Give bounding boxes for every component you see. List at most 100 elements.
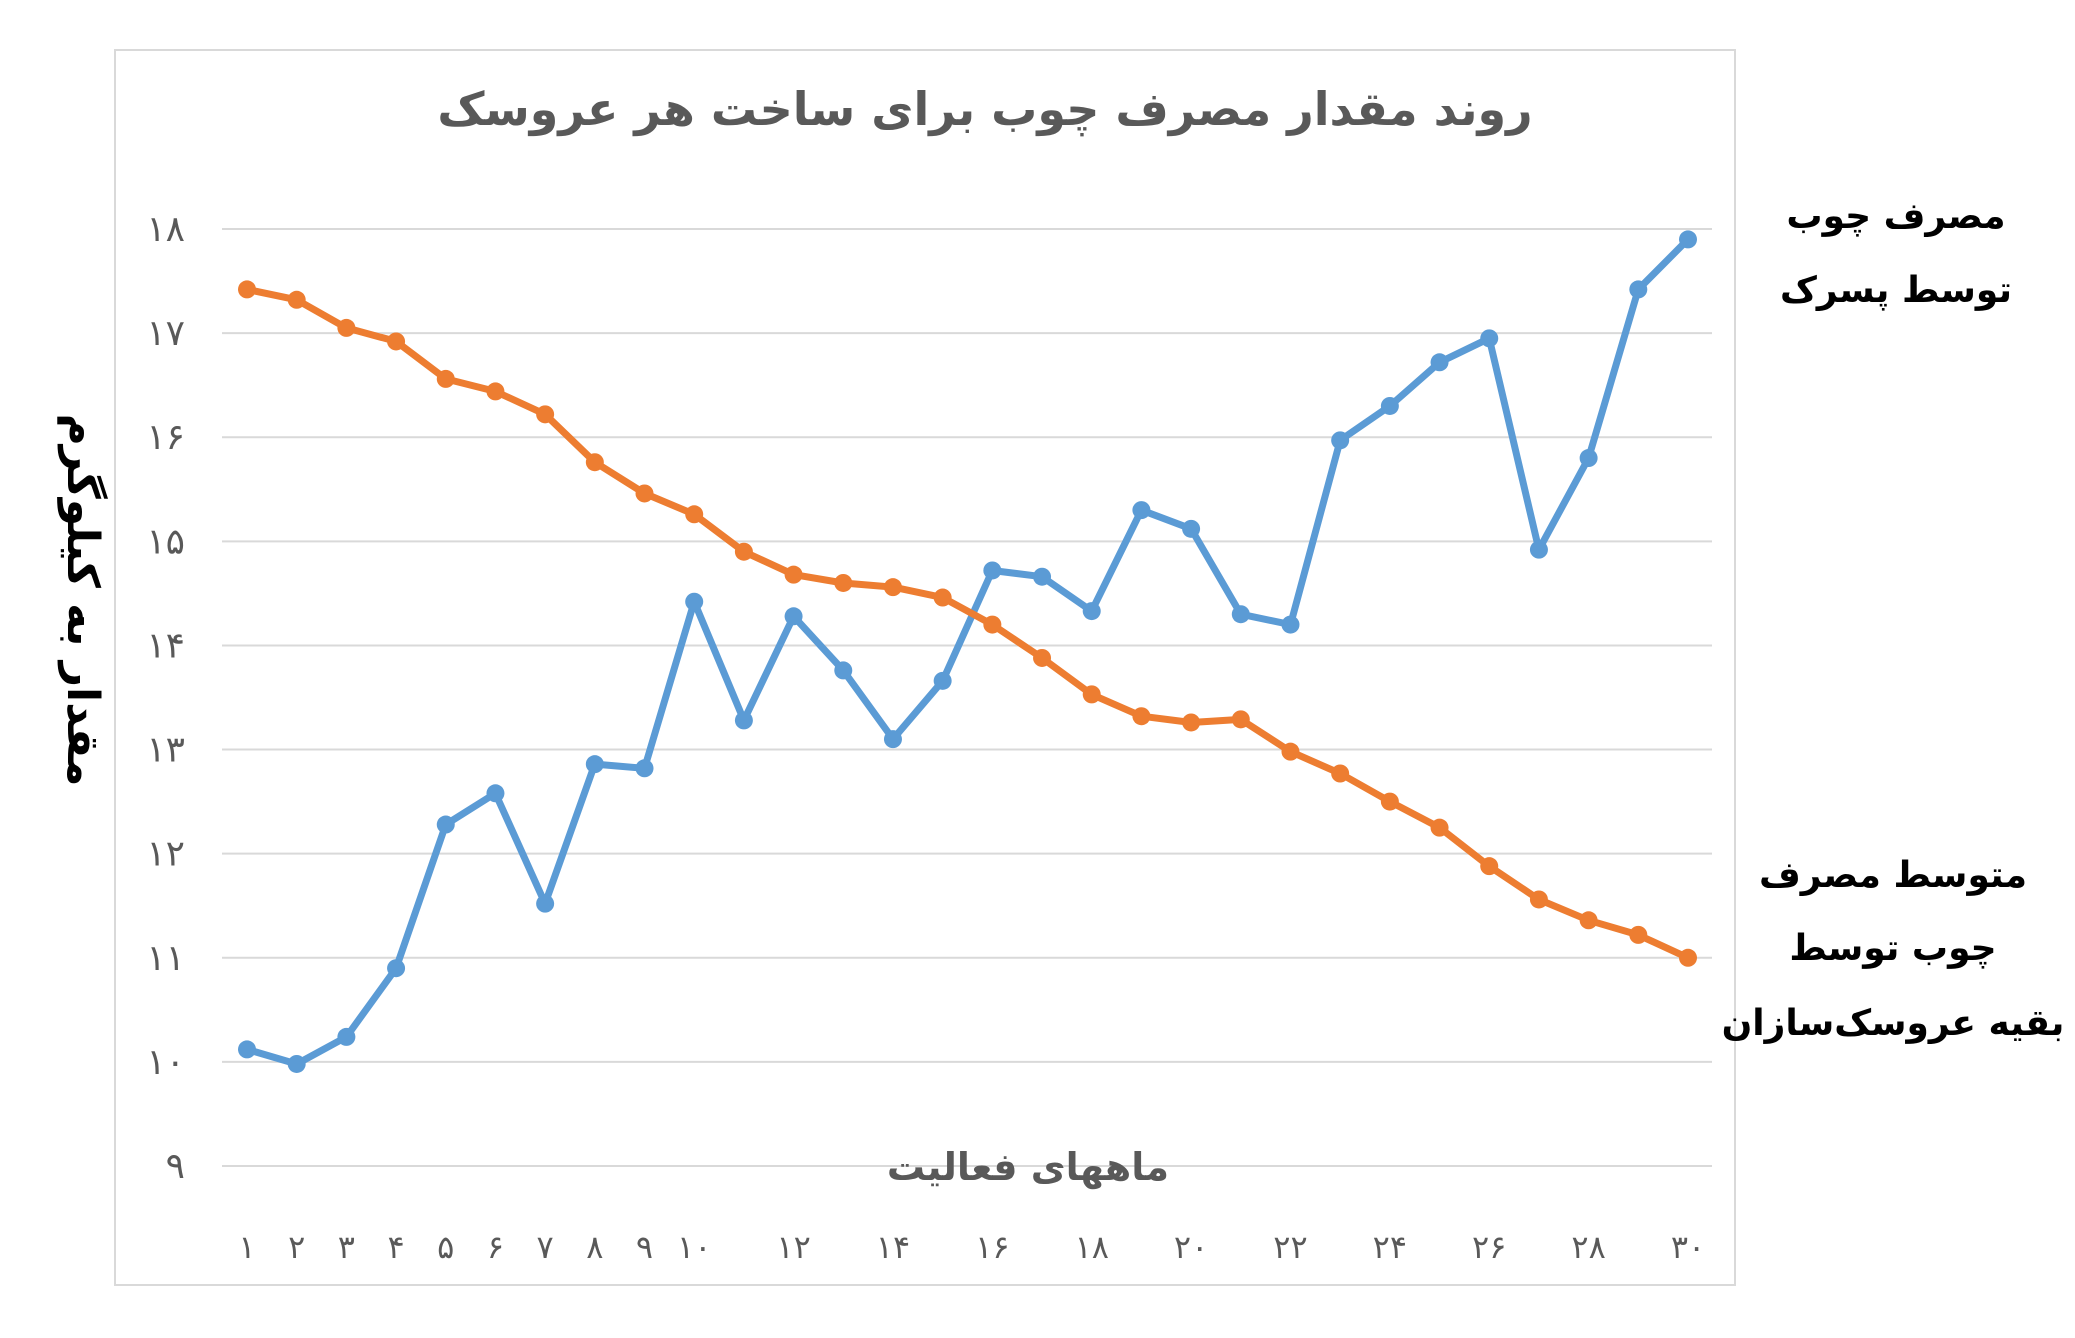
data-point — [585, 453, 604, 472]
gridlines — [222, 228, 1712, 1167]
data-point — [1380, 792, 1399, 811]
y-tick-label: ۱۲ — [146, 834, 185, 875]
chart-title: روند مقدار مصرف چوب برای ساخت هر عروسک — [437, 82, 1532, 137]
data-point — [337, 1027, 356, 1046]
data-point — [834, 661, 853, 680]
x-axis-label: ماههای فعالیت — [887, 1145, 1169, 1189]
x-tick-label: ۸ — [586, 1228, 603, 1266]
y-tick-label: ۱۳ — [146, 730, 185, 771]
data-point — [1231, 710, 1250, 729]
y-tick-label: ۱۶ — [146, 417, 185, 458]
data-point — [1629, 280, 1648, 299]
chart-area-border — [114, 49, 1736, 1286]
x-tick-label: ۳۰ — [1671, 1228, 1705, 1266]
x-tick-label: ۲۰ — [1174, 1228, 1208, 1266]
x-tick-label: ۹ — [636, 1228, 653, 1266]
x-tick-label: ۳ — [338, 1228, 355, 1266]
data-point — [1281, 615, 1300, 634]
data-point — [784, 607, 803, 626]
data-point — [1082, 602, 1101, 621]
data-point — [238, 280, 256, 299]
legend-label-2: متوسط مصرف — [1759, 855, 2027, 896]
data-point — [734, 711, 753, 730]
data-point — [1579, 911, 1598, 930]
data-point — [1281, 742, 1300, 761]
y-tick-label: ۱۵ — [146, 521, 185, 562]
data-point — [1430, 353, 1449, 372]
y-tick-label: ۱۸ — [146, 209, 185, 250]
data-point — [486, 784, 505, 803]
y-axis-label: مقدار به کیلوگرم — [57, 414, 109, 787]
x-tick-label: ۱ — [238, 1228, 255, 1266]
data-point — [1579, 449, 1598, 468]
data-point — [1231, 605, 1250, 624]
data-point — [685, 505, 704, 524]
data-point — [387, 959, 406, 978]
data-point — [1033, 648, 1052, 667]
data-point — [834, 573, 853, 592]
y-tick-label: ۱۰ — [146, 1042, 185, 1083]
data-point — [287, 290, 306, 309]
x-tick-label: ۱۶ — [975, 1228, 1009, 1266]
data-point — [1380, 396, 1399, 415]
y-tick-label: ۱۷ — [146, 313, 185, 354]
data-point — [337, 318, 356, 337]
series-1 — [238, 230, 1697, 1073]
data-point — [1033, 567, 1052, 586]
data-point — [933, 671, 952, 690]
y-tick-label: ۹ — [166, 1146, 185, 1187]
x-tick-label: ۲۸ — [1571, 1228, 1605, 1266]
data-point — [734, 542, 753, 561]
series-line — [243, 235, 1692, 1068]
series-2 — [238, 280, 1697, 967]
data-point — [486, 382, 505, 401]
data-point — [1629, 925, 1648, 944]
data-point — [1430, 818, 1449, 837]
x-tick-label: ۶ — [487, 1228, 504, 1266]
x-tick-label: ۲۲ — [1273, 1228, 1307, 1266]
legend-label-1: توسط پسرک — [1780, 270, 2012, 311]
y-tick-label: ۱۱ — [146, 938, 185, 979]
data-point — [585, 755, 604, 774]
y-tick-label: ۱۴ — [146, 625, 185, 666]
series-layer — [238, 230, 1697, 1073]
data-point — [536, 405, 555, 424]
data-point — [635, 484, 654, 503]
data-point — [536, 894, 555, 913]
data-point — [635, 759, 654, 778]
data-point — [1182, 519, 1201, 538]
data-point — [1529, 890, 1548, 909]
data-point — [1331, 431, 1350, 450]
data-point — [436, 369, 455, 388]
data-point — [1182, 713, 1201, 732]
data-point — [1082, 685, 1101, 704]
data-point — [1132, 501, 1151, 520]
x-tick-label: ۷ — [537, 1228, 554, 1266]
data-point — [1529, 540, 1548, 559]
x-tick-label: ۱۰ — [677, 1228, 711, 1266]
data-point — [983, 615, 1002, 634]
x-tick-label: ۴ — [387, 1228, 404, 1266]
legend-label-2: بقیه عروسک‌سازان — [1722, 1003, 2065, 1044]
x-tick-label: ۱۸ — [1075, 1228, 1109, 1266]
legend-label-1: مصرف چوب — [1786, 196, 2005, 237]
data-point — [1480, 857, 1499, 876]
data-point — [1679, 230, 1697, 249]
y-axis-tick-labels: ۹ ۱۰ ۱۱ ۱۲ ۱۳ ۱۴ ۱۵ ۱۶ ۱۷ ۱۸ — [146, 209, 185, 1187]
data-point — [1331, 764, 1350, 783]
data-point — [238, 1040, 256, 1059]
data-point — [1679, 948, 1697, 967]
data-point — [387, 332, 406, 351]
x-tick-label: ۵ — [437, 1228, 454, 1266]
x-tick-label: ۱۴ — [876, 1228, 910, 1266]
x-tick-label: ۲۶ — [1472, 1228, 1506, 1266]
data-point — [685, 592, 704, 611]
data-point — [436, 815, 455, 834]
data-point — [983, 561, 1002, 580]
data-point — [1480, 329, 1499, 348]
data-point — [1132, 707, 1151, 726]
x-tick-label: ۱۲ — [776, 1228, 810, 1266]
data-point — [883, 730, 902, 749]
data-point — [933, 588, 952, 607]
